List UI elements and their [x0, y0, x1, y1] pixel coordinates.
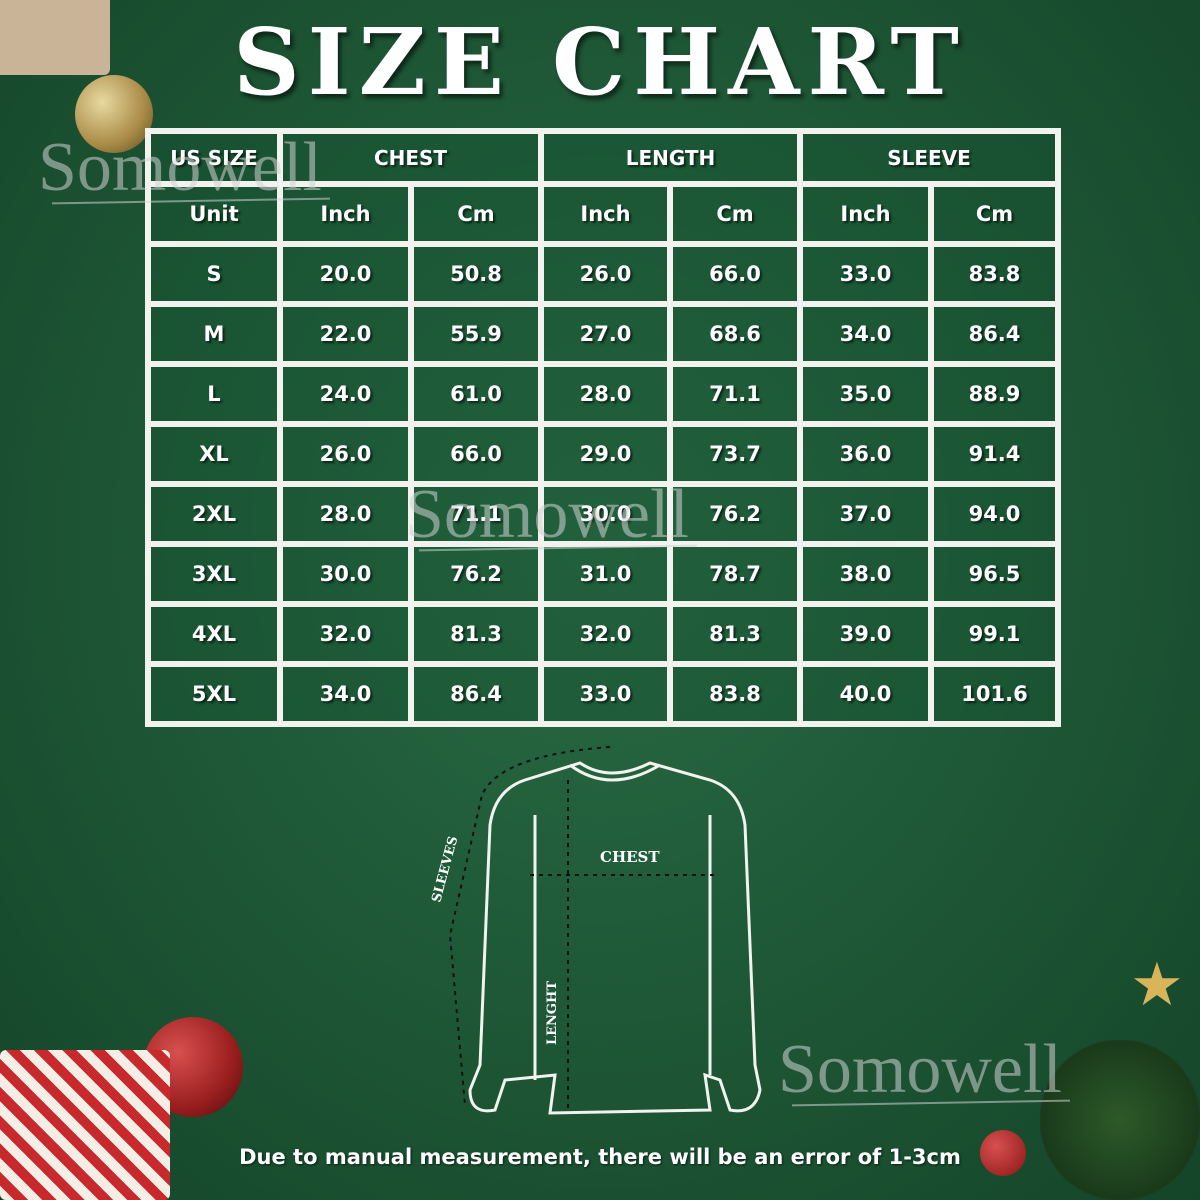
- size-table: US SIZE CHEST LENGTH SLEEVE Unit Inch Cm…: [145, 128, 1061, 727]
- table-row: 4XL 32.0 81.3 32.0 81.3 39.0 99.1: [148, 604, 1058, 664]
- cell-size: L: [148, 364, 280, 424]
- cell-length-inch: 30.0: [541, 484, 670, 544]
- cell-length-cm: 73.7: [670, 424, 800, 484]
- cell-length-cm: 81.3: [670, 604, 800, 664]
- cell-length-inch: 33.0: [541, 664, 670, 724]
- cell-length-inch: 29.0: [541, 424, 670, 484]
- unit-length-inch: Inch: [541, 184, 670, 244]
- unit-chest-inch: Inch: [280, 184, 411, 244]
- cell-sleeve-inch: 36.0: [800, 424, 931, 484]
- length-label: LENGHT: [545, 981, 560, 1045]
- cell-sleeve-inch: 38.0: [800, 544, 931, 604]
- cell-sleeve-cm: 83.8: [931, 244, 1058, 304]
- table-row: L 24.0 61.0 28.0 71.1 35.0 88.9: [148, 364, 1058, 424]
- watermark-logo-bottom: Somowell: [778, 1031, 1062, 1108]
- cell-chest-cm: 81.3: [411, 604, 541, 664]
- cell-length-inch: 28.0: [541, 364, 670, 424]
- cell-length-cm: 78.7: [670, 544, 800, 604]
- header-length: LENGTH: [541, 131, 800, 184]
- cell-sleeve-inch: 39.0: [800, 604, 931, 664]
- unit-row: Unit Inch Cm Inch Cm Inch Cm: [148, 184, 1058, 244]
- cell-length-inch: 27.0: [541, 304, 670, 364]
- table-row: 2XL 28.0 71.1 30.0 76.2 37.0 94.0: [148, 484, 1058, 544]
- cell-length-cm: 71.1: [670, 364, 800, 424]
- table-row: M 22.0 55.9 27.0 68.6 34.0 86.4: [148, 304, 1058, 364]
- header-chest: CHEST: [280, 131, 541, 184]
- cell-chest-inch: 26.0: [280, 424, 411, 484]
- cell-length-cm: 83.8: [670, 664, 800, 724]
- cell-chest-cm: 66.0: [411, 424, 541, 484]
- cell-sleeve-cm: 94.0: [931, 484, 1058, 544]
- cell-chest-cm: 86.4: [411, 664, 541, 724]
- cell-size: 4XL: [148, 604, 280, 664]
- gift-box: [0, 1050, 170, 1200]
- unit-label: Unit: [148, 184, 280, 244]
- cell-sleeve-cm: 91.4: [931, 424, 1058, 484]
- sweater-diagram: CHEST LENGHT SLEEVES: [429, 746, 762, 1115]
- cell-chest-cm: 50.8: [411, 244, 541, 304]
- cell-size: S: [148, 244, 280, 304]
- unit-sleeve-inch: Inch: [800, 184, 931, 244]
- cell-chest-cm: 55.9: [411, 304, 541, 364]
- sweater-outline: [468, 761, 762, 1115]
- cell-chest-cm: 76.2: [411, 544, 541, 604]
- cell-sleeve-cm: 86.4: [931, 304, 1058, 364]
- cell-size: 2XL: [148, 484, 280, 544]
- header-us-size: US SIZE: [148, 131, 280, 184]
- cell-size: 5XL: [148, 664, 280, 724]
- cell-size: M: [148, 304, 280, 364]
- ornament-gold: [75, 75, 153, 153]
- cell-length-cm: 68.6: [670, 304, 800, 364]
- sleeve-measure-line: [448, 746, 611, 1106]
- cell-chest-inch: 32.0: [280, 604, 411, 664]
- chest-label: CHEST: [600, 848, 660, 866]
- cell-chest-inch: 28.0: [280, 484, 411, 544]
- cell-sleeve-inch: 34.0: [800, 304, 931, 364]
- cell-sleeve-inch: 40.0: [800, 664, 931, 724]
- cell-length-inch: 31.0: [541, 544, 670, 604]
- cell-chest-inch: 20.0: [280, 244, 411, 304]
- cell-chest-inch: 22.0: [280, 304, 411, 364]
- cell-chest-inch: 30.0: [280, 544, 411, 604]
- cell-chest-inch: 34.0: [280, 664, 411, 724]
- unit-length-cm: Cm: [670, 184, 800, 244]
- cell-sleeve-cm: 101.6: [931, 664, 1058, 724]
- table-row: XL 26.0 66.0 29.0 73.7 36.0 91.4: [148, 424, 1058, 484]
- cell-sleeve-inch: 37.0: [800, 484, 931, 544]
- star-decoration: ★: [1130, 950, 1184, 1020]
- footer-note: Due to manual measurement, there will be…: [239, 1145, 961, 1169]
- cell-sleeve-inch: 35.0: [800, 364, 931, 424]
- cell-chest-cm: 61.0: [411, 364, 541, 424]
- header-group-row: US SIZE CHEST LENGTH SLEEVE: [148, 131, 1058, 184]
- cell-length-cm: 66.0: [670, 244, 800, 304]
- table-row: 3XL 30.0 76.2 31.0 78.7 38.0 96.5: [148, 544, 1058, 604]
- cell-sleeve-cm: 88.9: [931, 364, 1058, 424]
- sleeves-label: SLEEVES: [429, 835, 461, 904]
- cell-chest-inch: 24.0: [280, 364, 411, 424]
- header-sleeve: SLEEVE: [800, 131, 1058, 184]
- table-row: S 20.0 50.8 26.0 66.0 33.0 83.8: [148, 244, 1058, 304]
- cell-size: 3XL: [148, 544, 280, 604]
- table-row: 5XL 34.0 86.4 33.0 83.8 40.0 101.6: [148, 664, 1058, 724]
- cell-length-inch: 32.0: [541, 604, 670, 664]
- gift-box-top: [0, 0, 110, 75]
- cell-chest-cm: 71.1: [411, 484, 541, 544]
- cell-sleeve-cm: 96.5: [931, 544, 1058, 604]
- cell-length-cm: 76.2: [670, 484, 800, 544]
- ornament-red-small: [980, 1130, 1026, 1176]
- pine-branch: [1040, 1040, 1200, 1200]
- cell-sleeve-cm: 99.1: [931, 604, 1058, 664]
- unit-sleeve-cm: Cm: [931, 184, 1058, 244]
- cell-sleeve-inch: 33.0: [800, 244, 931, 304]
- cell-length-inch: 26.0: [541, 244, 670, 304]
- unit-chest-cm: Cm: [411, 184, 541, 244]
- page-title: SIZE CHART: [233, 8, 967, 116]
- cell-size: XL: [148, 424, 280, 484]
